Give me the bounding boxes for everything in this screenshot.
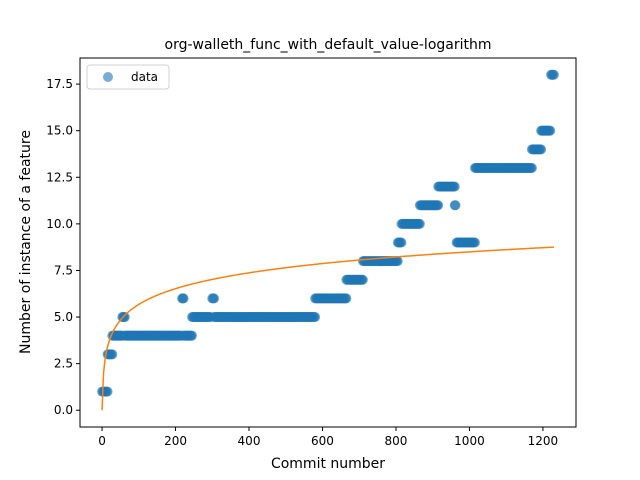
data-point xyxy=(414,218,425,229)
x-tick-label: 0 xyxy=(98,434,106,448)
data-point xyxy=(209,293,220,304)
data-point xyxy=(187,330,198,341)
data-point xyxy=(310,312,321,323)
legend-marker-data xyxy=(103,72,113,82)
data-point xyxy=(433,200,444,211)
x-tick-label: 1000 xyxy=(454,434,485,448)
x-tick-label: 1200 xyxy=(528,434,559,448)
data-point xyxy=(449,181,460,192)
data-point xyxy=(548,69,559,80)
y-tick-label: 10.0 xyxy=(46,217,73,231)
legend-box xyxy=(86,64,170,90)
fit-line xyxy=(101,246,554,411)
data-point xyxy=(469,237,480,248)
y-tick-label: 7.5 xyxy=(54,263,73,277)
data-point xyxy=(107,349,118,360)
data-point xyxy=(178,293,189,304)
y-axis: 0.0 2.5 5.0 7.5 10.0 12.5 15.0 17.5 xyxy=(46,77,80,417)
data-point xyxy=(396,237,407,248)
y-tick-label: 0.0 xyxy=(54,403,73,417)
y-tick-label: 12.5 xyxy=(46,170,73,184)
data-point xyxy=(102,386,113,397)
y-axis-label: Number of instance of a feature xyxy=(18,130,34,354)
y-tick-label: 2.5 xyxy=(54,357,73,371)
y-tick-label: 5.0 xyxy=(54,310,73,324)
x-tick-label: 400 xyxy=(238,434,261,448)
y-tick-label: 15.0 xyxy=(46,124,73,138)
data-point xyxy=(536,144,547,155)
data-points xyxy=(97,69,559,397)
plot-area xyxy=(79,57,577,428)
legend-label-data: data xyxy=(131,70,158,84)
data-point xyxy=(119,312,130,323)
data-point xyxy=(526,162,537,173)
data-point xyxy=(392,256,403,267)
legend: data xyxy=(86,64,170,90)
x-axis: 0 200 400 600 800 1000 1200 xyxy=(98,427,558,448)
data-point xyxy=(341,293,352,304)
x-tick-label: 200 xyxy=(164,434,187,448)
x-axis-label: Commit number xyxy=(271,456,385,472)
data-point xyxy=(357,274,368,285)
x-tick-label: 800 xyxy=(385,434,408,448)
x-tick-label: 600 xyxy=(311,434,334,448)
plot-frame xyxy=(79,57,577,428)
y-tick-label: 17.5 xyxy=(46,77,73,91)
data-point xyxy=(545,125,556,136)
data-point xyxy=(450,200,461,211)
chart-title: org-walleth_func_with_default_value-loga… xyxy=(165,37,492,53)
